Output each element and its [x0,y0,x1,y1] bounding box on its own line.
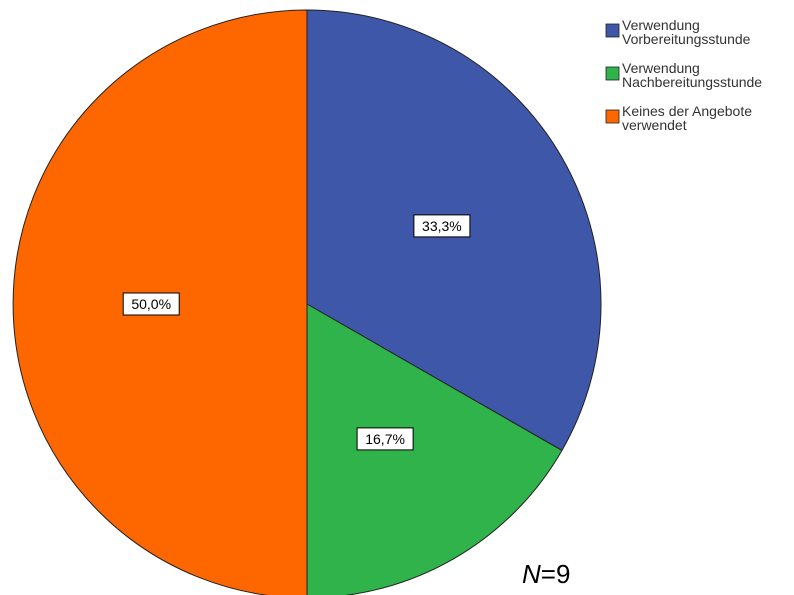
slice-data-label: 16,7% [356,427,414,451]
legend-label-line: Verwendung [622,17,700,33]
legend-swatch [605,23,620,38]
legend-label-line: verwendet [622,117,687,133]
slice-data-label-text: 16,7% [365,431,405,447]
legend-label-line: Keines der Angebote [622,103,752,119]
legend-swatch [605,66,620,81]
slice-data-label-box [356,427,414,451]
pie-slices [12,9,602,595]
sample-size-annotation: N=9 [522,559,570,589]
slice-data-label-text: 50,0% [131,296,171,312]
legend-label-line: Verwendung [622,60,700,76]
pie-slice-verwendung-nachbereitungsstunde [306,303,563,595]
legend-swatch [605,109,620,124]
legend: VerwendungVorbereitungsstundeVerwendungN… [605,17,762,133]
legend-label-line: Vorbereitungsstunde [622,31,751,47]
slice-data-label: 33,3% [413,214,471,238]
slice-data-label-box [122,292,180,316]
legend-label-line: Nachbereitungsstunde [622,74,762,90]
slice-data-label-text: 33,3% [422,218,462,234]
slice-data-label: 50,0% [122,292,180,316]
slice-data-label-box [413,214,471,238]
slice-labels: 33,3% 16,7% 50,0% [122,214,471,451]
